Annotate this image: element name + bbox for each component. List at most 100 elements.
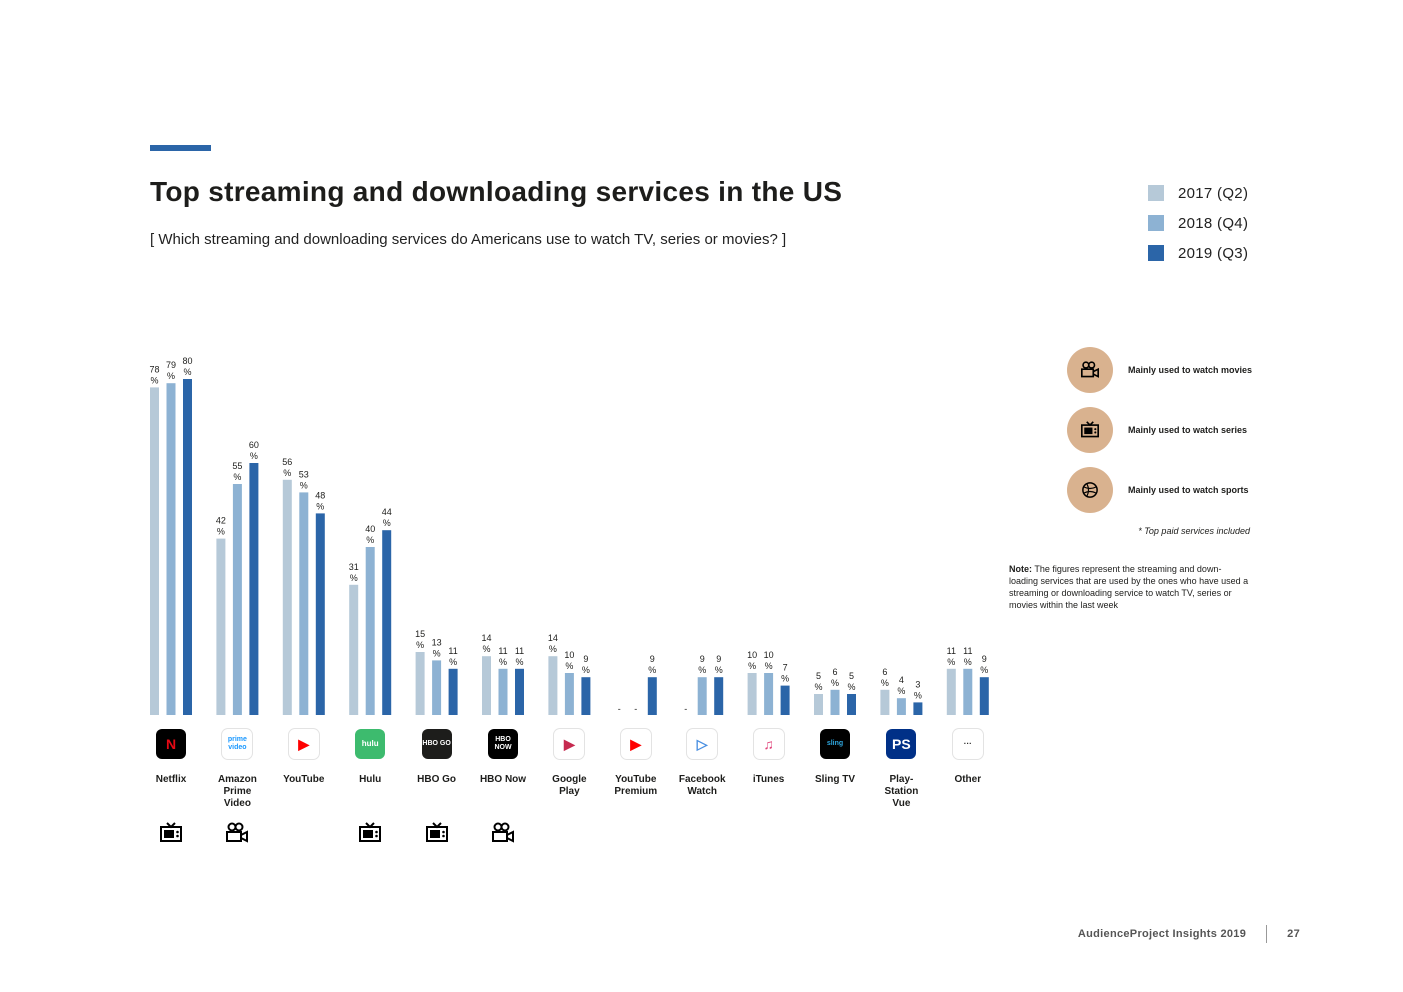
- bar-value-label: 11: [947, 646, 956, 656]
- key-circle-sports: [1067, 467, 1113, 513]
- chart-legend: 2017 (Q2) 2018 (Q4) 2019 (Q3): [1148, 178, 1248, 268]
- bar-unit-label: %: [250, 451, 258, 461]
- bar-sling-tv-2019-q3: [847, 694, 856, 715]
- bar-group-netflix: 78%79%80%Netflix: [149, 356, 192, 785]
- bar-unit-label: %: [383, 518, 391, 528]
- bar-unit-label: %: [831, 678, 839, 688]
- bar-hulu-2018-q4: [365, 547, 375, 715]
- bar-unit-label: %: [515, 657, 523, 667]
- bar-group-facebook-watch: -9%9%Facebook Watch: [679, 654, 726, 797]
- bar-value-label: 11: [515, 646, 524, 656]
- note-text: The figures represent the streaming and …: [1009, 564, 1249, 610]
- key-label-series: Mainly used to watch series: [1128, 425, 1248, 435]
- bar-hbo-now-2018-q4: [498, 668, 508, 715]
- bar-hbo-go-2019-q3: [448, 668, 458, 715]
- bar-value-label: 5: [849, 671, 854, 681]
- bar-value-label: 10: [747, 650, 757, 660]
- usage-key: Mainly used to watch movies Mainly used …: [1067, 347, 1252, 527]
- bar-group-other: 11%11% 9%Other: [947, 646, 989, 785]
- bar-amazon-prime-video-2019-q3: [249, 463, 259, 715]
- legend-swatch-2017: [1148, 185, 1164, 201]
- bar-value-label: 9: [583, 654, 588, 664]
- bar-hbo-now-2019-q3: [515, 668, 524, 715]
- category-label-itunes: iTunes: [753, 774, 785, 785]
- bar-google-play-2017-q2: [548, 656, 558, 715]
- bar-group-hbo-now: 14% 11%11%HBO Now: [480, 633, 526, 785]
- bar-facebook-watch-2019-q3: [714, 677, 724, 715]
- bar-unit-label: %: [897, 686, 905, 696]
- footer-divider: [1266, 925, 1268, 943]
- google-play-logo: ▶: [554, 729, 585, 759]
- bar-unit-label: %: [814, 682, 822, 692]
- bar-unit-label: %: [449, 657, 457, 667]
- bar-unit-label: %: [715, 665, 723, 675]
- bar-group-hbo-go: 15% 13% 11%HBO Go: [415, 629, 458, 785]
- category-label-youtube: YouTube: [283, 774, 325, 785]
- playstation-vue-logo: PS: [886, 729, 917, 759]
- bar-value-label: 13: [432, 637, 442, 647]
- sling-tv-logo: sling: [820, 729, 850, 759]
- bar-value-label: 78: [149, 364, 159, 374]
- page-number: 27: [1287, 928, 1300, 940]
- bar-other-2017-q2: [946, 668, 956, 715]
- bar-value-label: 10: [764, 650, 774, 660]
- bar-value-label: 42: [216, 516, 226, 526]
- page-footer: AudienceProject Insights 2019 27: [1078, 925, 1300, 943]
- missing-value-label: -: [684, 704, 687, 714]
- bar-hbo-go-2017-q2: [415, 652, 425, 715]
- bar-hulu-2019-q3: [382, 530, 392, 715]
- missing-value-label: -: [634, 704, 637, 714]
- hbo-go-logo: HBO GO: [421, 729, 452, 759]
- bar-itunes-2017-q2: [747, 673, 757, 715]
- bar-group-itunes: 10%10% 7%iTunes: [747, 650, 790, 785]
- methodology-note: Note: The figures represent the streamin…: [1009, 563, 1249, 611]
- bar-other-2019-q3: [979, 677, 989, 715]
- sports-ball-icon: [1082, 482, 1098, 498]
- bar-unit-label: %: [698, 665, 706, 675]
- camera-icon: [1081, 361, 1099, 378]
- bar-unit-label: %: [499, 657, 507, 667]
- category-label-other: Other: [954, 774, 981, 785]
- bar-youtube-2017-q2: [282, 479, 292, 715]
- legend-item-2019: 2019 (Q3): [1148, 238, 1248, 268]
- bar-play-station-vue-2019-q3: [913, 702, 923, 715]
- bar-sling-tv-2018-q4: [830, 689, 840, 715]
- bar-netflix-2017-q2: [150, 387, 159, 715]
- bar-value-label: 40: [365, 524, 375, 534]
- category-label-hulu: Hulu: [359, 774, 381, 785]
- bar-google-play-2019-q3: [581, 677, 591, 715]
- category-label-play-station-vue: Play-Station Vue: [884, 774, 918, 809]
- bar-unit-label: %: [167, 371, 175, 381]
- footer-source: AudienceProject Insights 2019: [1077, 928, 1247, 940]
- bar-unit-label: %: [947, 657, 955, 667]
- key-circle-movies: [1067, 347, 1113, 393]
- bar-unit-label: %: [233, 472, 241, 482]
- category-label-hbo-go: HBO Go: [417, 774, 456, 785]
- title-accent-bar: [150, 145, 211, 151]
- bar-value-label: 9: [982, 654, 987, 664]
- bar-value-label: 9: [650, 654, 655, 664]
- bar-group-hulu: 31%40%44%Hulu: [349, 507, 392, 785]
- paid-services-note: * Top paid services included: [1138, 526, 1250, 536]
- netflix-logo: N: [156, 729, 186, 759]
- bar-unit-label: %: [781, 674, 789, 684]
- category-label-google-play: Google Play: [552, 774, 587, 797]
- bar-value-label: 11: [498, 646, 507, 656]
- category-label-amazon-prime-video: Amazon Prime Video: [218, 774, 257, 809]
- key-item-series: Mainly used to watch series: [1067, 407, 1252, 453]
- bar-value-label: 4: [899, 675, 904, 685]
- legend-swatch-2018: [1148, 215, 1164, 231]
- bar-unit-label: %: [350, 573, 358, 583]
- youtube-premium-logo: ▶: [620, 729, 651, 759]
- category-label-sling-tv: Sling TV: [815, 774, 855, 785]
- prime-video-logo: prime video: [222, 729, 253, 759]
- page-subtitle: [ Which streaming and downloading servic…: [150, 231, 787, 248]
- tv-icon: [1081, 421, 1099, 438]
- bar-value-label: 44: [382, 507, 392, 517]
- other-logo: ···: [952, 729, 983, 759]
- bar-unit-label: %: [482, 644, 490, 654]
- bar-value-label: 48: [315, 490, 325, 500]
- legend-label-2019: 2019 (Q3): [1178, 244, 1249, 262]
- bar-value-label: 5: [816, 671, 821, 681]
- hbo-now-logo: HBO NOW: [488, 729, 518, 759]
